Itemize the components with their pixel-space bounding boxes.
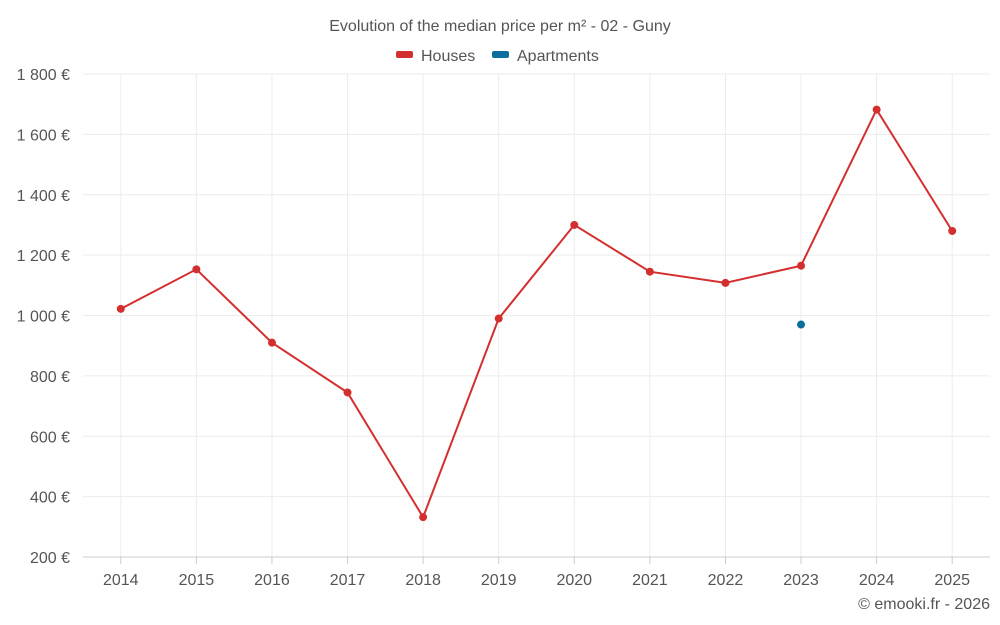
x-tick-label: 2023 <box>783 572 819 589</box>
y-tick-label: 1 000 € <box>17 309 70 326</box>
x-tick-label: 2022 <box>708 572 744 589</box>
data-point-houses <box>192 265 201 274</box>
x-tick-label: 2015 <box>179 572 215 589</box>
data-point-houses <box>116 304 125 313</box>
series-line-houses <box>120 107 954 520</box>
x-tick-label: 2021 <box>632 572 668 589</box>
x-tick-label: 2020 <box>556 572 592 589</box>
x-tick-label: 2018 <box>405 572 441 589</box>
x-tick-label: 2016 <box>254 572 290 589</box>
y-tick-label: 1 200 € <box>17 248 70 265</box>
data-point-houses <box>267 338 276 347</box>
y-tick-label: 400 € <box>30 490 70 507</box>
data-point-houses <box>343 388 352 397</box>
data-point-houses <box>419 513 428 522</box>
data-point-houses <box>872 105 881 114</box>
y-tick-label: 1 800 € <box>17 67 70 84</box>
data-point-houses <box>570 220 579 229</box>
y-tick-label: 1 400 € <box>17 188 70 205</box>
x-tick-label: 2024 <box>859 572 895 589</box>
y-tick-label: 1 600 € <box>17 127 70 144</box>
grid <box>83 73 990 557</box>
y-tick-label: 800 € <box>30 369 70 386</box>
data-point-houses <box>797 261 806 270</box>
data-point-apartments <box>797 320 806 329</box>
data-point-houses <box>494 314 503 323</box>
credit: © emooki.fr - 2026 <box>858 596 990 613</box>
legend: Houses Apartments <box>396 48 599 65</box>
series-layer <box>116 105 957 522</box>
legend-swatch-apartments <box>492 51 509 58</box>
data-point-houses <box>645 267 654 276</box>
data-point-houses <box>721 278 730 287</box>
legend-label-apartments: Apartments <box>517 48 599 65</box>
axes: 200 € 400 € 600 € 800 € 1 000 € 1 200 € 1 400 … <box>17 67 990 589</box>
x-tick-label: 2017 <box>330 572 366 589</box>
y-tick-label: 200 € <box>30 550 70 567</box>
data-point-houses <box>948 226 957 235</box>
x-tick-label: 2019 <box>481 572 517 589</box>
legend-label-houses: Houses <box>421 48 475 65</box>
y-tick-label: 600 € <box>30 429 70 446</box>
x-tick-label: 2025 <box>934 572 970 589</box>
legend-swatch-houses <box>396 51 413 58</box>
x-tick-label: 2014 <box>103 572 139 589</box>
chart-title: Evolution of the median price per m² - 0… <box>329 18 671 35</box>
